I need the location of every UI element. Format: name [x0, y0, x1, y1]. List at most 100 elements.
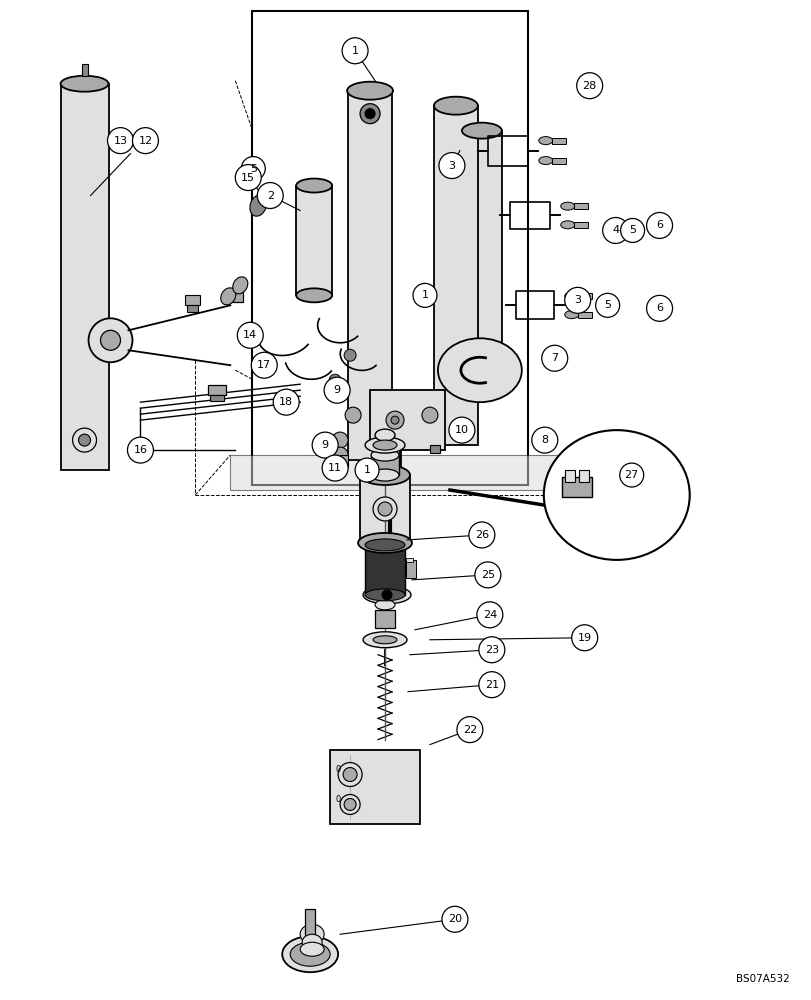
- Circle shape: [531, 427, 557, 453]
- Text: 23: 23: [484, 645, 498, 655]
- Ellipse shape: [372, 440, 397, 450]
- Bar: [225, 290, 243, 302]
- Ellipse shape: [358, 533, 411, 553]
- Bar: [335, 460, 346, 468]
- Circle shape: [478, 637, 504, 663]
- Ellipse shape: [372, 590, 401, 600]
- Ellipse shape: [375, 600, 394, 610]
- Text: 3: 3: [448, 161, 455, 171]
- Bar: [251, 11, 527, 485]
- Text: 13: 13: [114, 136, 127, 146]
- Polygon shape: [230, 455, 584, 490]
- Bar: [208, 385, 226, 395]
- Text: 0: 0: [335, 765, 341, 774]
- Circle shape: [311, 432, 337, 458]
- Circle shape: [595, 293, 619, 317]
- Circle shape: [337, 763, 362, 787]
- Ellipse shape: [300, 942, 324, 956]
- Text: 18: 18: [279, 397, 293, 407]
- Bar: [461, 131, 501, 380]
- Text: 0: 0: [335, 795, 341, 804]
- Text: 7: 7: [551, 353, 558, 363]
- Text: BS07A532: BS07A532: [735, 974, 788, 984]
- Ellipse shape: [461, 123, 501, 139]
- Circle shape: [576, 73, 602, 99]
- Bar: [406, 560, 415, 578]
- Ellipse shape: [365, 539, 405, 551]
- Circle shape: [344, 349, 356, 361]
- Ellipse shape: [346, 82, 393, 100]
- Ellipse shape: [372, 636, 397, 644]
- Text: 5: 5: [629, 225, 635, 235]
- Ellipse shape: [564, 292, 578, 300]
- Ellipse shape: [61, 76, 109, 92]
- Ellipse shape: [296, 179, 332, 193]
- Bar: [305, 909, 315, 939]
- Text: 26: 26: [474, 530, 488, 540]
- Bar: [406, 558, 413, 562]
- Ellipse shape: [296, 288, 332, 302]
- Ellipse shape: [250, 195, 266, 216]
- Circle shape: [476, 602, 502, 628]
- Circle shape: [478, 672, 504, 698]
- Text: 1: 1: [351, 46, 358, 56]
- Text: 2: 2: [266, 191, 273, 201]
- Circle shape: [359, 104, 380, 124]
- Circle shape: [372, 497, 397, 521]
- Circle shape: [328, 374, 341, 386]
- Text: 9: 9: [333, 385, 341, 395]
- Text: 11: 11: [328, 463, 341, 473]
- Ellipse shape: [539, 157, 552, 165]
- Bar: [365, 545, 405, 595]
- Circle shape: [564, 287, 590, 313]
- Circle shape: [251, 352, 277, 378]
- Circle shape: [332, 432, 348, 448]
- Bar: [185, 295, 200, 305]
- Bar: [340, 455, 348, 467]
- Bar: [578, 470, 588, 482]
- Text: 9: 9: [321, 440, 328, 450]
- Circle shape: [391, 416, 398, 424]
- Bar: [330, 750, 419, 824]
- Bar: [61, 84, 109, 470]
- Circle shape: [448, 417, 474, 443]
- Text: 12: 12: [138, 136, 152, 146]
- Bar: [561, 477, 591, 497]
- Ellipse shape: [302, 934, 322, 950]
- Circle shape: [620, 218, 644, 242]
- Text: 6: 6: [655, 303, 663, 313]
- Circle shape: [602, 217, 628, 243]
- Text: 14: 14: [243, 330, 257, 340]
- Bar: [210, 395, 224, 401]
- Circle shape: [385, 411, 404, 429]
- Ellipse shape: [365, 589, 405, 601]
- Ellipse shape: [363, 632, 406, 648]
- Ellipse shape: [437, 338, 521, 402]
- Circle shape: [381, 590, 392, 600]
- Circle shape: [257, 183, 283, 208]
- Text: 5: 5: [603, 300, 611, 310]
- Bar: [577, 293, 591, 299]
- Circle shape: [332, 447, 348, 463]
- Ellipse shape: [233, 277, 247, 294]
- Text: 1: 1: [421, 290, 428, 300]
- Text: 19: 19: [577, 633, 591, 643]
- Circle shape: [646, 212, 672, 238]
- Ellipse shape: [300, 924, 324, 944]
- Ellipse shape: [539, 137, 552, 145]
- Circle shape: [441, 906, 467, 932]
- Bar: [187, 305, 198, 312]
- Circle shape: [88, 318, 132, 362]
- Ellipse shape: [261, 187, 274, 204]
- Text: 6: 6: [655, 220, 663, 230]
- Circle shape: [345, 407, 361, 423]
- Bar: [433, 106, 478, 445]
- Circle shape: [72, 428, 97, 452]
- Circle shape: [354, 458, 379, 482]
- Circle shape: [107, 128, 133, 154]
- Text: 3: 3: [573, 295, 581, 305]
- Bar: [551, 158, 565, 164]
- Ellipse shape: [365, 437, 405, 453]
- Ellipse shape: [221, 288, 235, 305]
- Text: 24: 24: [482, 610, 496, 620]
